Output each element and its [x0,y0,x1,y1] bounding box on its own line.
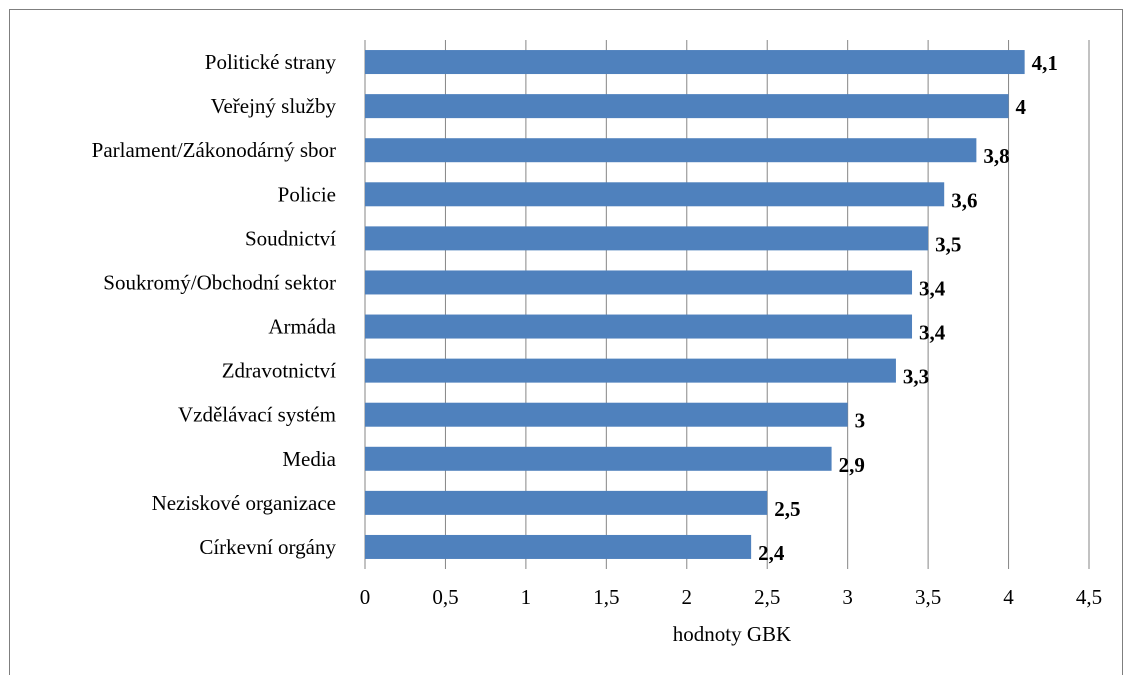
bar [365,446,832,471]
category-label: Parlament/Zákonodárný sbor [92,138,336,162]
x-tick-label: 4,5 [1076,585,1102,609]
x-tick-label: 1,5 [593,585,619,609]
value-label: 3,4 [919,321,946,345]
value-label: 3,5 [935,232,961,256]
category-label: Zdravotnictví [222,359,336,383]
category-labels: Politické strany Veřejný služby Parlament/… [92,50,337,559]
bar [365,94,1009,119]
category-label: Soukromý/Obchodní sektor [103,270,336,294]
bar [365,534,752,559]
category-label: Armáda [268,315,336,339]
bar [365,402,848,427]
bar [365,182,945,207]
value-label: 2,5 [774,497,800,521]
bar [365,138,977,163]
value-label: 3,8 [983,144,1009,168]
bar [365,226,929,251]
x-tick-label: 1 [521,585,532,609]
category-label: Neziskové organizace [152,491,336,515]
category-label: Církevní orgány [199,535,336,559]
x-tick-label: 4 [1003,585,1014,609]
bar [365,490,768,515]
value-label: 2,9 [839,453,865,477]
bar [365,314,913,339]
value-label: 3 [855,409,866,433]
category-label: Soudnictví [245,226,336,250]
bar [365,50,1025,75]
x-tick-label: 0,5 [432,585,458,609]
grid-layer [364,40,1090,569]
category-label: Media [282,447,336,471]
value-label: 4 [1016,95,1027,119]
frame-top-border [9,9,1122,10]
x-tick-labels: 0 0,5 1 1,5 2 2,5 3 3,5 4 4,5 [360,585,1102,609]
value-label: 3,4 [919,276,946,300]
bar [365,358,896,383]
value-label: 2,4 [758,541,785,565]
value-label: 4,1 [1032,51,1058,75]
category-label: Politické strany [205,50,337,74]
category-label: Policie [278,182,336,206]
value-label: 3,3 [903,365,929,389]
bar [365,270,913,295]
x-tick-label: 3,5 [915,585,941,609]
value-label: 3,6 [951,188,977,212]
x-tick-label: 0 [360,585,371,609]
category-label: Vzdělávací systém [178,403,336,427]
x-tick-label: 3 [842,585,853,609]
x-tick-label: 2 [682,585,693,609]
category-label: Veřejný služby [211,94,337,118]
frame-left-border [9,9,10,675]
bar-layer [365,50,1025,559]
value-labels: 4,14 3,83,6 3,5 3,4 3,4 3,3 3 2,9 2,5 2,4 [758,51,1058,565]
x-tick-label: 2,5 [754,585,780,609]
x-axis-title: hodnoty GBK [673,622,791,646]
